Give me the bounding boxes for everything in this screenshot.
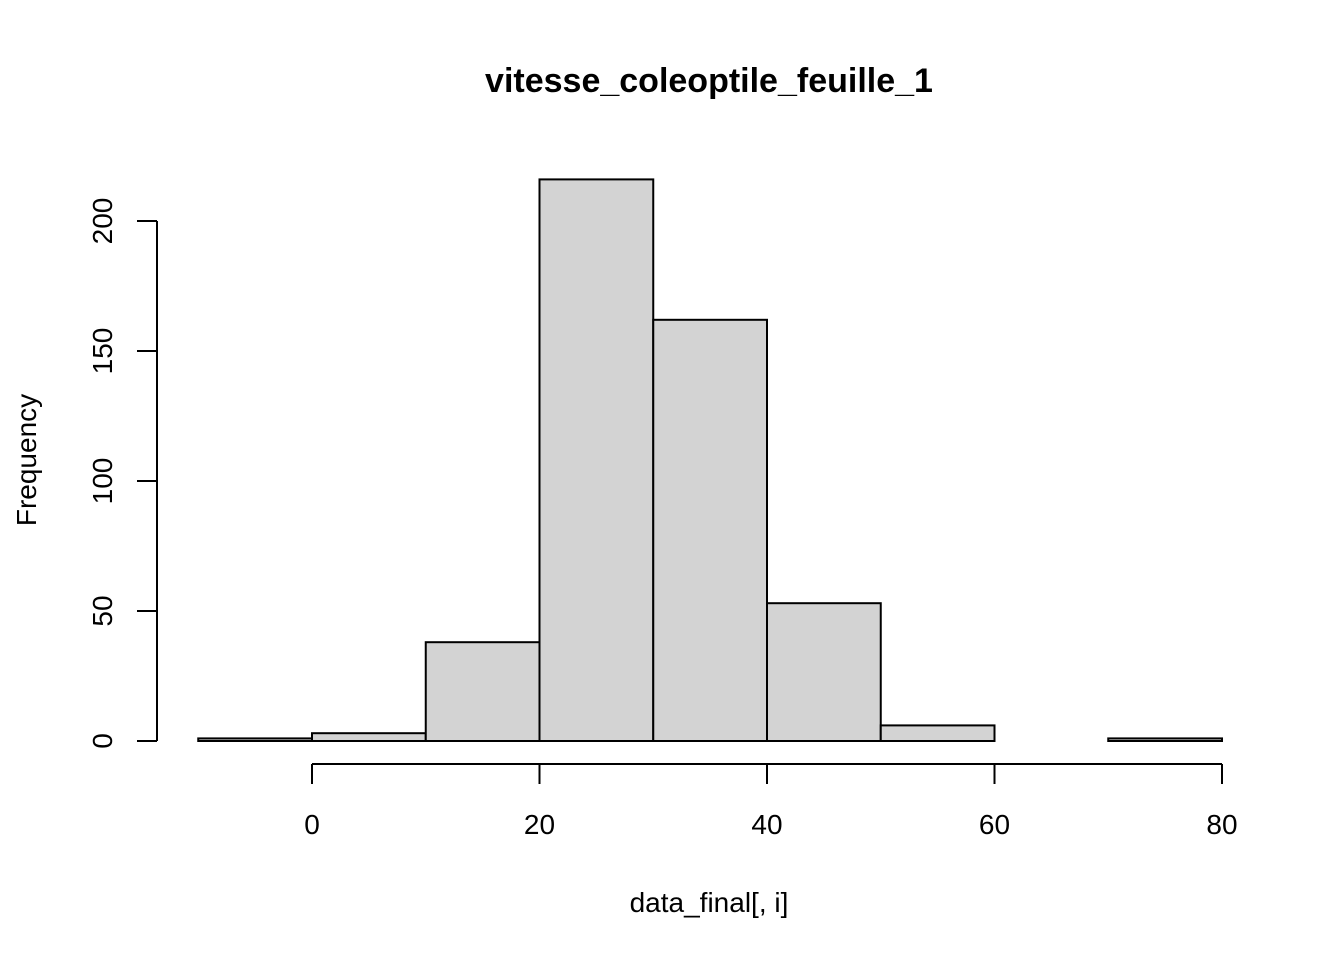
y-tick-label: 100 [87, 458, 118, 505]
y-tick-label: 150 [87, 328, 118, 375]
x-tick-label: 0 [304, 809, 320, 840]
histogram-bar [652, 318, 768, 742]
x-tick-label: 80 [1206, 809, 1237, 840]
histogram-bar [311, 732, 427, 743]
histogram-bar [766, 602, 882, 743]
y-axis-label: Frequency [11, 394, 42, 526]
x-tick-label: 40 [751, 809, 782, 840]
histogram-bar [538, 178, 655, 742]
histogram-bars [197, 178, 1223, 743]
chart-title: vitesse_coleoptile_feuille_1 [485, 62, 933, 100]
x-tick-label: 60 [979, 809, 1010, 840]
y-tick-label: 0 [87, 733, 118, 749]
histogram-bar [879, 724, 996, 743]
histogram-bar [1107, 737, 1223, 743]
histogram-bar [197, 737, 313, 743]
histogram-bar [424, 641, 541, 743]
y-tick-label: 200 [87, 198, 118, 245]
x-tick-label: 20 [524, 809, 555, 840]
x-axis: 0 20 40 60 80 [304, 763, 1238, 840]
y-tick-label: 50 [87, 595, 118, 626]
y-axis: 0 50 100 150 200 [87, 198, 158, 749]
x-axis-label: data_final[, i] [630, 887, 789, 918]
